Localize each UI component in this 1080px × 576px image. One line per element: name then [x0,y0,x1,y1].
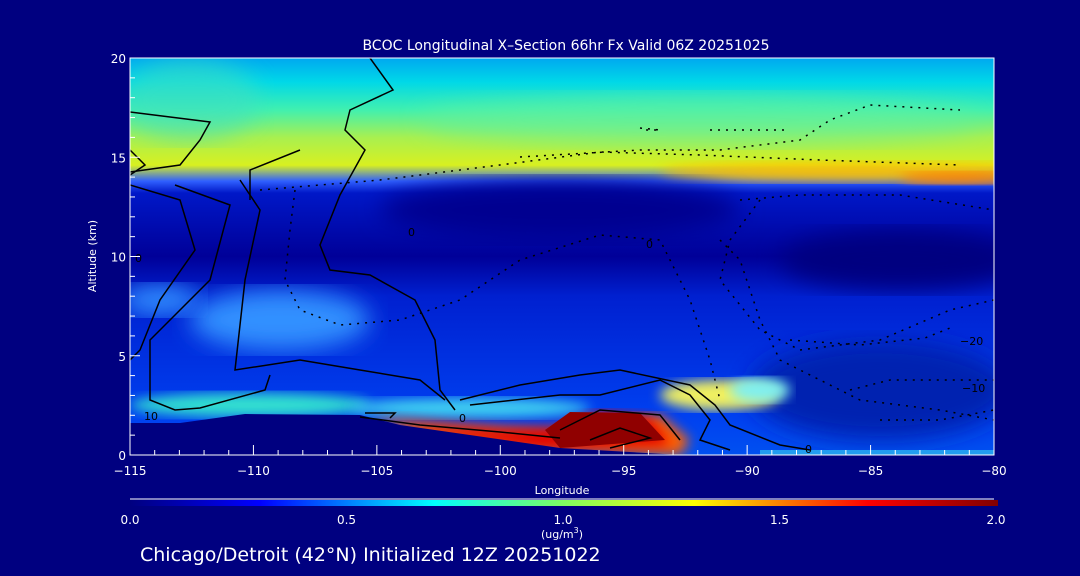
y-tick-label: 15 [111,151,126,165]
axis-ticks [129,57,995,456]
y-tick-label: 10 [111,251,126,265]
colorbar-tick-label: 2.0 [986,513,1005,527]
contour-labels: 10 0 0 0 0 0 −20 −10 [135,226,985,456]
x-tick-label: −95 [611,464,636,478]
colorbar-tick-label: 1.0 [553,513,572,527]
contour-label: 0 [408,226,415,239]
contour-label: 0 [459,412,466,425]
x-axis-label: Longitude [535,484,590,497]
colorbar [130,500,998,506]
contour-label: 10 [144,410,158,423]
dashed-contours [259,104,994,421]
y-axis-label: Altitude (km) [86,220,99,292]
x-tick-label: −85 [858,464,883,478]
x-tick-label: −90 [734,464,759,478]
colorbar-tick-label: 1.5 [770,513,789,527]
y-tick-label: 0 [118,449,126,463]
contour-label: 0 [646,238,653,251]
contour-label: 0 [805,443,812,456]
y-tick-label: 20 [111,52,126,66]
chart-title: BCOC Longitudinal X–Section 66hr Fx Vali… [362,38,769,54]
contour-label: −10 [962,382,985,395]
subtitle: Chicago/Detroit (42°N) Initialized 12Z 2… [140,544,601,566]
x-tick-label: −115 [114,464,147,478]
concentration-field: 10 0 0 0 0 0 −20 −10 [130,58,994,456]
solid-contours [130,58,811,451]
colorbar-unit: (ug/m3) [541,526,583,541]
colorbar-labels: 0.0 0.5 1.0 1.5 2.0 [120,513,1005,527]
contour-label: −20 [960,335,983,348]
colorbar-tick-label: 0.0 [120,513,139,527]
y-tick-labels: 0 5 10 15 20 [111,52,126,463]
contour-label: 0 [135,252,142,265]
colorbar-tick-label: 0.5 [337,513,356,527]
x-tick-label: −100 [484,464,517,478]
x-tick-label: −80 [981,464,1006,478]
x-tick-label: −105 [360,464,393,478]
y-tick-label: 5 [118,350,126,364]
x-tick-labels: −115 −110 −105 −100 −95 −90 −85 −80 [114,464,1007,478]
x-tick-label: −110 [237,464,270,478]
